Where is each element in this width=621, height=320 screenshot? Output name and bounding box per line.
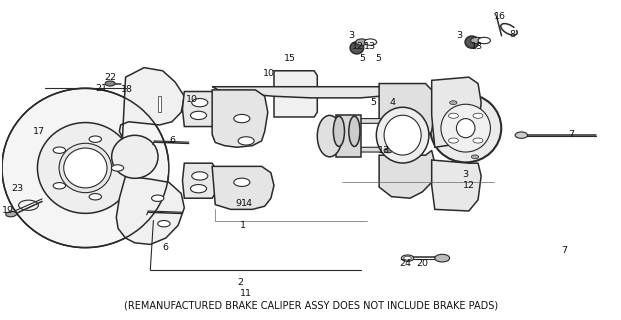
Text: 5: 5 <box>359 53 365 62</box>
Circle shape <box>105 81 115 86</box>
Circle shape <box>192 99 208 107</box>
Text: (REMANUFACTURED BRAKE CALIPER ASSY DOES NOT INCLUDE BRAKE PADS): (REMANUFACTURED BRAKE CALIPER ASSY DOES … <box>124 300 498 310</box>
Ellipse shape <box>430 94 501 162</box>
Polygon shape <box>336 116 361 157</box>
Circle shape <box>233 115 250 123</box>
Text: 5: 5 <box>375 53 381 62</box>
Text: 1: 1 <box>240 221 246 230</box>
Text: 17: 17 <box>33 127 45 136</box>
Polygon shape <box>183 92 215 126</box>
Circle shape <box>191 185 207 193</box>
Polygon shape <box>336 119 392 123</box>
Circle shape <box>473 113 483 118</box>
Text: 15: 15 <box>284 53 296 62</box>
Circle shape <box>401 255 414 261</box>
Text: 2: 2 <box>237 278 243 287</box>
Text: 9: 9 <box>235 198 241 207</box>
Circle shape <box>515 132 528 138</box>
Circle shape <box>478 37 491 44</box>
Circle shape <box>450 101 457 105</box>
Text: 11: 11 <box>240 289 252 298</box>
Ellipse shape <box>37 123 134 213</box>
Text: 7: 7 <box>568 130 574 139</box>
Text: 6: 6 <box>163 243 169 252</box>
Text: 19: 19 <box>2 206 14 215</box>
Polygon shape <box>212 90 268 147</box>
Text: 6: 6 <box>169 136 175 145</box>
Text: 7: 7 <box>561 246 568 255</box>
Circle shape <box>384 148 392 153</box>
Circle shape <box>365 39 377 45</box>
Ellipse shape <box>2 88 169 248</box>
Text: 10: 10 <box>263 69 275 78</box>
Polygon shape <box>116 176 184 244</box>
Text: 3: 3 <box>348 31 355 40</box>
Polygon shape <box>432 77 481 147</box>
Ellipse shape <box>376 107 429 163</box>
Ellipse shape <box>112 135 158 178</box>
Polygon shape <box>379 150 435 198</box>
Circle shape <box>233 178 250 187</box>
Ellipse shape <box>317 116 342 157</box>
Text: 21: 21 <box>95 84 107 93</box>
Text: 13: 13 <box>378 146 390 155</box>
Circle shape <box>89 136 101 142</box>
Text: 22: 22 <box>104 73 116 82</box>
Text: 23: 23 <box>11 184 24 193</box>
Circle shape <box>448 138 458 143</box>
Polygon shape <box>336 147 392 152</box>
Text: 12: 12 <box>463 181 475 190</box>
Text: 20: 20 <box>417 259 428 268</box>
Circle shape <box>356 39 368 45</box>
Circle shape <box>53 183 66 189</box>
Text: 4: 4 <box>390 98 396 107</box>
Polygon shape <box>212 87 382 98</box>
Text: 5: 5 <box>370 98 376 107</box>
Ellipse shape <box>384 115 421 155</box>
Ellipse shape <box>64 148 107 188</box>
Text: 13: 13 <box>365 42 376 52</box>
Ellipse shape <box>350 42 364 54</box>
Polygon shape <box>432 160 481 211</box>
Circle shape <box>192 172 208 180</box>
Text: 3: 3 <box>463 170 469 179</box>
Circle shape <box>473 138 483 143</box>
Text: 13: 13 <box>471 42 483 52</box>
Circle shape <box>158 220 170 227</box>
Text: 18: 18 <box>121 85 133 94</box>
Circle shape <box>238 137 254 145</box>
Ellipse shape <box>441 104 491 152</box>
Polygon shape <box>212 166 274 209</box>
Ellipse shape <box>456 119 475 138</box>
Ellipse shape <box>6 212 17 217</box>
Polygon shape <box>119 68 184 138</box>
Text: 24: 24 <box>399 259 411 268</box>
Circle shape <box>448 113 458 118</box>
Circle shape <box>435 254 450 262</box>
Text: 3: 3 <box>456 31 463 40</box>
Circle shape <box>152 195 164 201</box>
Circle shape <box>404 256 411 260</box>
Text: 12: 12 <box>351 42 363 52</box>
Circle shape <box>111 165 124 171</box>
Ellipse shape <box>333 116 345 147</box>
Polygon shape <box>183 163 215 198</box>
Polygon shape <box>379 84 435 147</box>
Circle shape <box>471 37 483 44</box>
Circle shape <box>53 147 66 153</box>
Circle shape <box>191 111 207 120</box>
Ellipse shape <box>465 36 479 48</box>
Polygon shape <box>158 96 161 112</box>
Ellipse shape <box>349 116 360 147</box>
Text: 14: 14 <box>242 198 253 207</box>
Circle shape <box>471 155 479 159</box>
Text: 16: 16 <box>494 12 505 21</box>
Polygon shape <box>274 71 317 117</box>
Text: 8: 8 <box>510 30 515 39</box>
Ellipse shape <box>59 143 112 193</box>
Text: 10: 10 <box>186 95 198 104</box>
Circle shape <box>89 194 101 200</box>
